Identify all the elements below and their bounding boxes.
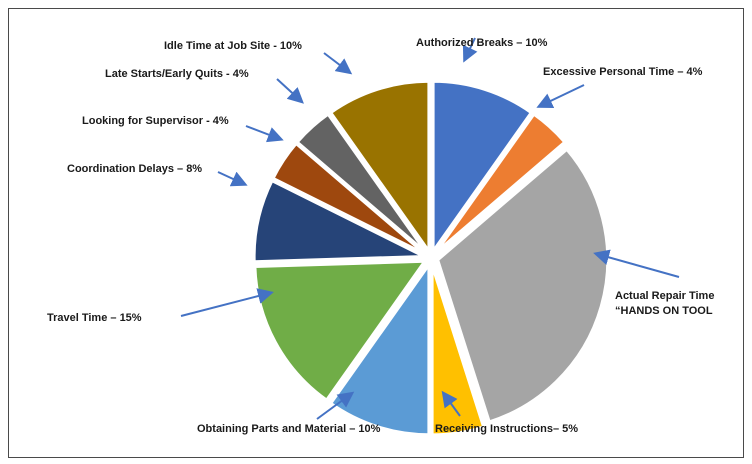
callout-arrow bbox=[316, 391, 355, 420]
pie-slice bbox=[328, 79, 431, 257]
callout-arrow bbox=[323, 52, 353, 75]
slice-label: Actual Repair Time bbox=[615, 290, 714, 302]
slice-label-line2: “HANDS ON TOOL bbox=[615, 305, 713, 317]
callout-arrow bbox=[276, 78, 304, 104]
chart-frame: Authorized Breaks – 10% Excessive Persona… bbox=[8, 8, 744, 458]
callout-arrow bbox=[441, 390, 461, 417]
pie-slice bbox=[328, 259, 431, 437]
callout-arrow bbox=[536, 84, 585, 109]
callout-arrow bbox=[462, 37, 478, 63]
pie-slice bbox=[253, 259, 428, 403]
pie-slice bbox=[431, 79, 534, 257]
slice-label: Travel Time – 15% bbox=[47, 312, 142, 324]
callout-arrow bbox=[180, 288, 274, 317]
slice-label: Looking for Supervisor - 4% bbox=[82, 115, 229, 127]
slice-label: Coordination Delays – 8% bbox=[67, 163, 202, 175]
slice-label: Authorized Breaks – 10% bbox=[416, 37, 548, 49]
pie-slice bbox=[435, 147, 610, 424]
slice-label: Idle Time at Job Site - 10% bbox=[164, 40, 302, 52]
callout-arrow bbox=[217, 171, 248, 187]
slice-label: Excessive Personal Time – 4% bbox=[543, 66, 703, 78]
pie-slice bbox=[270, 141, 427, 256]
pie-slice bbox=[434, 112, 567, 254]
pie-slice bbox=[252, 178, 425, 264]
callout-arrow bbox=[593, 249, 680, 278]
pie-chart: Authorized Breaks – 10% Excessive Persona… bbox=[47, 37, 714, 437]
slice-label: Receiving Instructions– 5% bbox=[435, 423, 578, 435]
slice-label: Obtaining Parts and Material – 10% bbox=[197, 423, 381, 435]
pie-slice bbox=[295, 112, 428, 254]
slice-label: Late Starts/Early Quits - 4% bbox=[105, 68, 249, 80]
callout-arrow bbox=[245, 125, 284, 143]
